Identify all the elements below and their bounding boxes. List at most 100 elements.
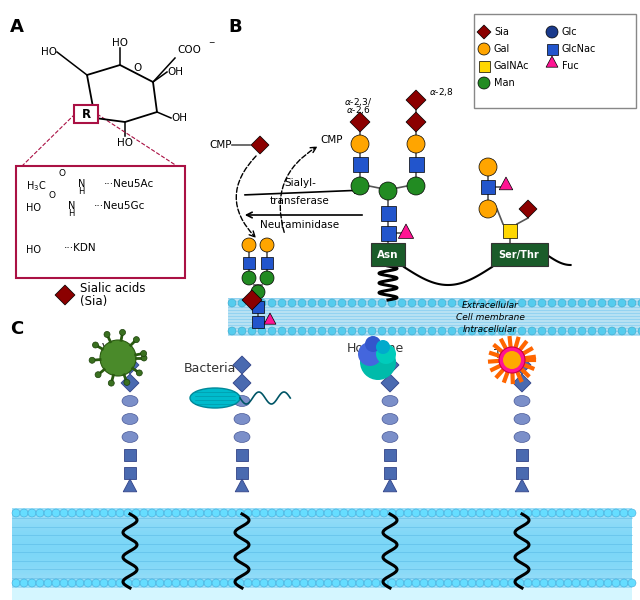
- Circle shape: [164, 509, 172, 517]
- Circle shape: [358, 342, 382, 366]
- Circle shape: [84, 509, 92, 517]
- Text: $\alpha$-2,3/: $\alpha$-2,3/: [344, 96, 372, 108]
- Bar: [12, 574, 632, 575]
- Bar: [12, 519, 632, 520]
- Bar: [12, 562, 632, 563]
- Bar: [252, 316, 264, 328]
- Circle shape: [452, 509, 460, 517]
- Text: OH: OH: [171, 113, 187, 123]
- Circle shape: [596, 509, 604, 517]
- Circle shape: [268, 579, 276, 587]
- Bar: [12, 515, 632, 516]
- Circle shape: [628, 299, 636, 307]
- Circle shape: [36, 579, 44, 587]
- Circle shape: [172, 579, 180, 587]
- Circle shape: [588, 579, 596, 587]
- Circle shape: [396, 509, 404, 517]
- Circle shape: [378, 299, 386, 307]
- Circle shape: [372, 579, 380, 587]
- Circle shape: [348, 299, 356, 307]
- Circle shape: [364, 579, 372, 587]
- Circle shape: [60, 579, 68, 587]
- Circle shape: [444, 509, 452, 517]
- Circle shape: [379, 182, 397, 200]
- Bar: [261, 257, 273, 269]
- Text: Bacteria: Bacteria: [184, 362, 236, 375]
- Circle shape: [500, 579, 508, 587]
- Circle shape: [407, 135, 425, 153]
- Circle shape: [52, 509, 60, 517]
- Circle shape: [578, 299, 586, 307]
- Circle shape: [108, 509, 116, 517]
- Circle shape: [368, 327, 376, 335]
- Circle shape: [120, 329, 125, 335]
- Bar: [12, 533, 632, 534]
- Circle shape: [248, 327, 256, 335]
- Circle shape: [68, 509, 76, 517]
- Circle shape: [618, 299, 626, 307]
- Text: transferase: transferase: [270, 196, 330, 206]
- Text: ···KDN: ···KDN: [64, 243, 97, 253]
- Text: Sialic acids: Sialic acids: [80, 283, 145, 295]
- Circle shape: [12, 509, 20, 517]
- Bar: [12, 510, 632, 511]
- Circle shape: [358, 299, 366, 307]
- Circle shape: [180, 509, 188, 517]
- Circle shape: [468, 299, 476, 307]
- Circle shape: [380, 509, 388, 517]
- Circle shape: [124, 379, 130, 385]
- Bar: [12, 527, 632, 528]
- Circle shape: [498, 299, 506, 307]
- Circle shape: [338, 299, 346, 307]
- Bar: [12, 538, 632, 539]
- Text: $\mathregular{H_3C}$: $\mathregular{H_3C}$: [26, 179, 46, 193]
- Bar: [12, 584, 632, 585]
- Bar: [12, 559, 632, 560]
- Bar: [12, 554, 632, 555]
- Polygon shape: [264, 313, 276, 324]
- FancyBboxPatch shape: [491, 243, 548, 266]
- Bar: [12, 566, 632, 567]
- Circle shape: [478, 299, 486, 307]
- Text: HO: HO: [112, 38, 128, 48]
- Circle shape: [404, 509, 412, 517]
- Bar: [12, 540, 632, 541]
- Circle shape: [20, 579, 28, 587]
- Circle shape: [548, 509, 556, 517]
- Circle shape: [388, 299, 396, 307]
- Circle shape: [133, 337, 140, 343]
- Bar: [12, 513, 632, 514]
- Circle shape: [578, 327, 586, 335]
- Circle shape: [348, 509, 356, 517]
- Polygon shape: [381, 374, 399, 392]
- Circle shape: [532, 579, 540, 587]
- Circle shape: [478, 327, 486, 335]
- Circle shape: [398, 299, 406, 307]
- Bar: [12, 529, 632, 530]
- Circle shape: [260, 509, 268, 517]
- Circle shape: [608, 299, 616, 307]
- Text: Glc: Glc: [562, 27, 578, 37]
- FancyBboxPatch shape: [16, 166, 185, 278]
- Circle shape: [278, 299, 286, 307]
- Bar: [12, 542, 632, 543]
- Circle shape: [148, 509, 156, 517]
- Circle shape: [20, 509, 28, 517]
- Circle shape: [448, 327, 456, 335]
- Circle shape: [564, 579, 572, 587]
- Circle shape: [84, 579, 92, 587]
- Polygon shape: [515, 479, 529, 492]
- Bar: [124, 449, 136, 461]
- Circle shape: [398, 327, 406, 335]
- Circle shape: [478, 77, 490, 89]
- Circle shape: [220, 509, 228, 517]
- Circle shape: [188, 579, 196, 587]
- Circle shape: [251, 285, 265, 299]
- Circle shape: [540, 509, 548, 517]
- Circle shape: [238, 327, 246, 335]
- Circle shape: [308, 327, 316, 335]
- Bar: [12, 518, 632, 519]
- Circle shape: [351, 177, 369, 195]
- Bar: [384, 467, 396, 479]
- Text: Gal: Gal: [494, 44, 510, 54]
